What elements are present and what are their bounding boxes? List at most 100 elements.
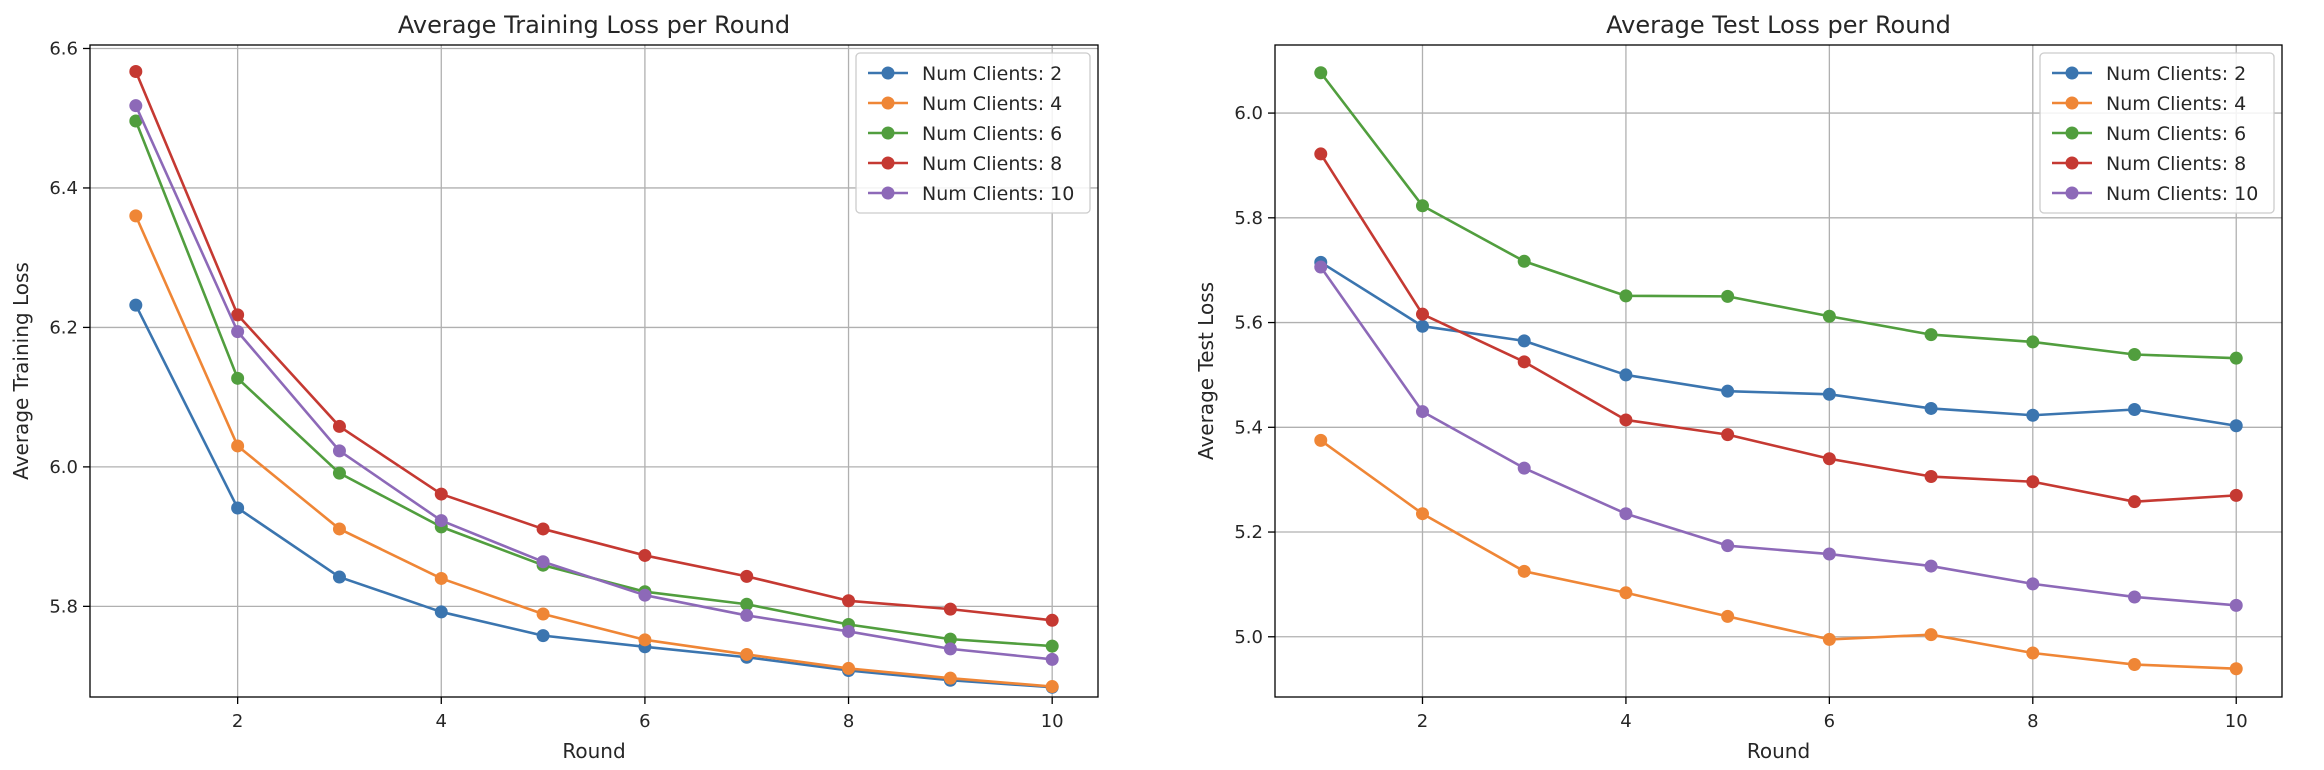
legend-marker <box>881 66 895 80</box>
series-line <box>1320 261 2237 428</box>
legend-entry: Num Clients: 8 <box>2052 153 2246 175</box>
series-5 <box>129 99 1059 666</box>
data-point <box>1517 254 1531 268</box>
data-point <box>1721 539 1735 553</box>
y-tick-label: 6.0 <box>1234 103 1263 124</box>
x-tick-label: 4 <box>1620 711 1631 732</box>
data-point <box>638 588 652 602</box>
data-point <box>740 569 754 583</box>
data-point <box>2128 658 2142 672</box>
y-tick-label: 6.0 <box>49 457 78 478</box>
data-point <box>740 647 754 661</box>
data-point <box>2128 402 2142 416</box>
series-2 <box>129 209 1059 694</box>
axes-frame <box>89 44 1099 698</box>
data-point <box>2229 351 2243 365</box>
data-point <box>1314 260 1328 274</box>
data-point <box>536 555 550 569</box>
series-line <box>1319 266 2237 607</box>
legend-box <box>2039 52 2275 214</box>
y-axis-label: Average Test Loss <box>1194 282 1218 460</box>
data-point <box>1517 461 1531 475</box>
y-tick-label: 5.8 <box>1234 208 1263 229</box>
data-point <box>1045 680 1059 694</box>
plot-area <box>129 64 1059 694</box>
data-point <box>2229 488 2243 502</box>
legend-marker <box>2065 66 2079 80</box>
legend-label: Num Clients: 6 <box>922 123 1062 145</box>
data-point <box>638 548 652 562</box>
data-point <box>1415 319 1429 333</box>
data-point <box>1415 507 1429 521</box>
data-point <box>434 487 448 501</box>
legend-marker <box>2065 96 2079 110</box>
legend-marker <box>2065 186 2079 200</box>
series-3 <box>1314 66 2243 365</box>
x-tick-label: 10 <box>1041 711 1064 732</box>
y-tick-label: 6.6 <box>49 38 78 59</box>
data-point <box>2128 590 2142 604</box>
legend-marker <box>2065 126 2079 140</box>
data-point <box>1721 289 1735 303</box>
data-point <box>129 99 143 113</box>
data-point <box>129 298 143 312</box>
data-point <box>1619 586 1633 600</box>
data-point <box>638 633 652 647</box>
data-point <box>231 371 245 385</box>
data-point <box>1045 639 1059 653</box>
data-point <box>2128 495 2142 509</box>
y-tick-label: 5.8 <box>49 596 78 617</box>
data-point <box>231 325 245 339</box>
data-point <box>1314 66 1328 80</box>
data-point <box>842 624 856 638</box>
data-point <box>332 570 346 584</box>
data-point <box>332 522 346 536</box>
data-point <box>2026 646 2040 660</box>
chart-title: Average Test Loss per Round <box>1606 11 1951 39</box>
y-tick-label: 5.0 <box>1234 627 1263 648</box>
chart-panel-1: 2 4 6 8 10 5.8 6.0 6.2 6.4 6.6 Average Training Lo… <box>9 11 1099 763</box>
legend-label: Num Clients: 8 <box>2106 153 2246 175</box>
data-point <box>332 466 346 480</box>
data-point <box>1517 334 1531 348</box>
data-point <box>1619 413 1633 427</box>
plot-area <box>1314 66 2243 676</box>
data-point <box>1721 609 1735 623</box>
legend-label: Num Clients: 6 <box>2106 123 2246 145</box>
data-point <box>1314 147 1328 161</box>
y-tick-label: 6.4 <box>49 178 78 199</box>
legend-entry: Num Clients: 4 <box>868 93 1062 115</box>
legend-marker <box>881 156 895 170</box>
y-tick-label: 6.2 <box>49 317 78 338</box>
legend-label: Num Clients: 2 <box>2106 63 2246 85</box>
data-point <box>434 571 448 585</box>
data-point <box>2026 475 2040 489</box>
x-tick-label: 2 <box>1417 711 1428 732</box>
series-line <box>134 70 1053 622</box>
data-point <box>434 605 448 619</box>
data-point <box>231 308 245 322</box>
data-point <box>842 594 856 608</box>
legend-entry: Num Clients: 10 <box>2052 183 2258 205</box>
data-point <box>1415 405 1429 419</box>
data-point <box>1517 355 1531 369</box>
legend-entry: Num Clients: 2 <box>2052 63 2246 85</box>
data-point <box>2026 335 2040 349</box>
data-point <box>1619 289 1633 303</box>
x-axis-label: Round <box>1747 739 1810 763</box>
data-point <box>1924 559 1938 573</box>
data-point <box>536 522 550 536</box>
legend: Num Clients: 2 Num Clients: 4 Num Clients:… <box>855 52 1091 214</box>
data-point <box>536 629 550 643</box>
data-point <box>536 607 550 621</box>
y-tick-label: 5.4 <box>1234 417 1263 438</box>
legend-marker <box>881 186 895 200</box>
x-tick-label: 6 <box>1824 711 1835 732</box>
y-tick-label: 5.6 <box>1234 313 1263 334</box>
data-point <box>1415 307 1429 321</box>
series-4 <box>129 64 1059 627</box>
data-point <box>231 439 245 453</box>
x-tick-label: 8 <box>2027 711 2038 732</box>
